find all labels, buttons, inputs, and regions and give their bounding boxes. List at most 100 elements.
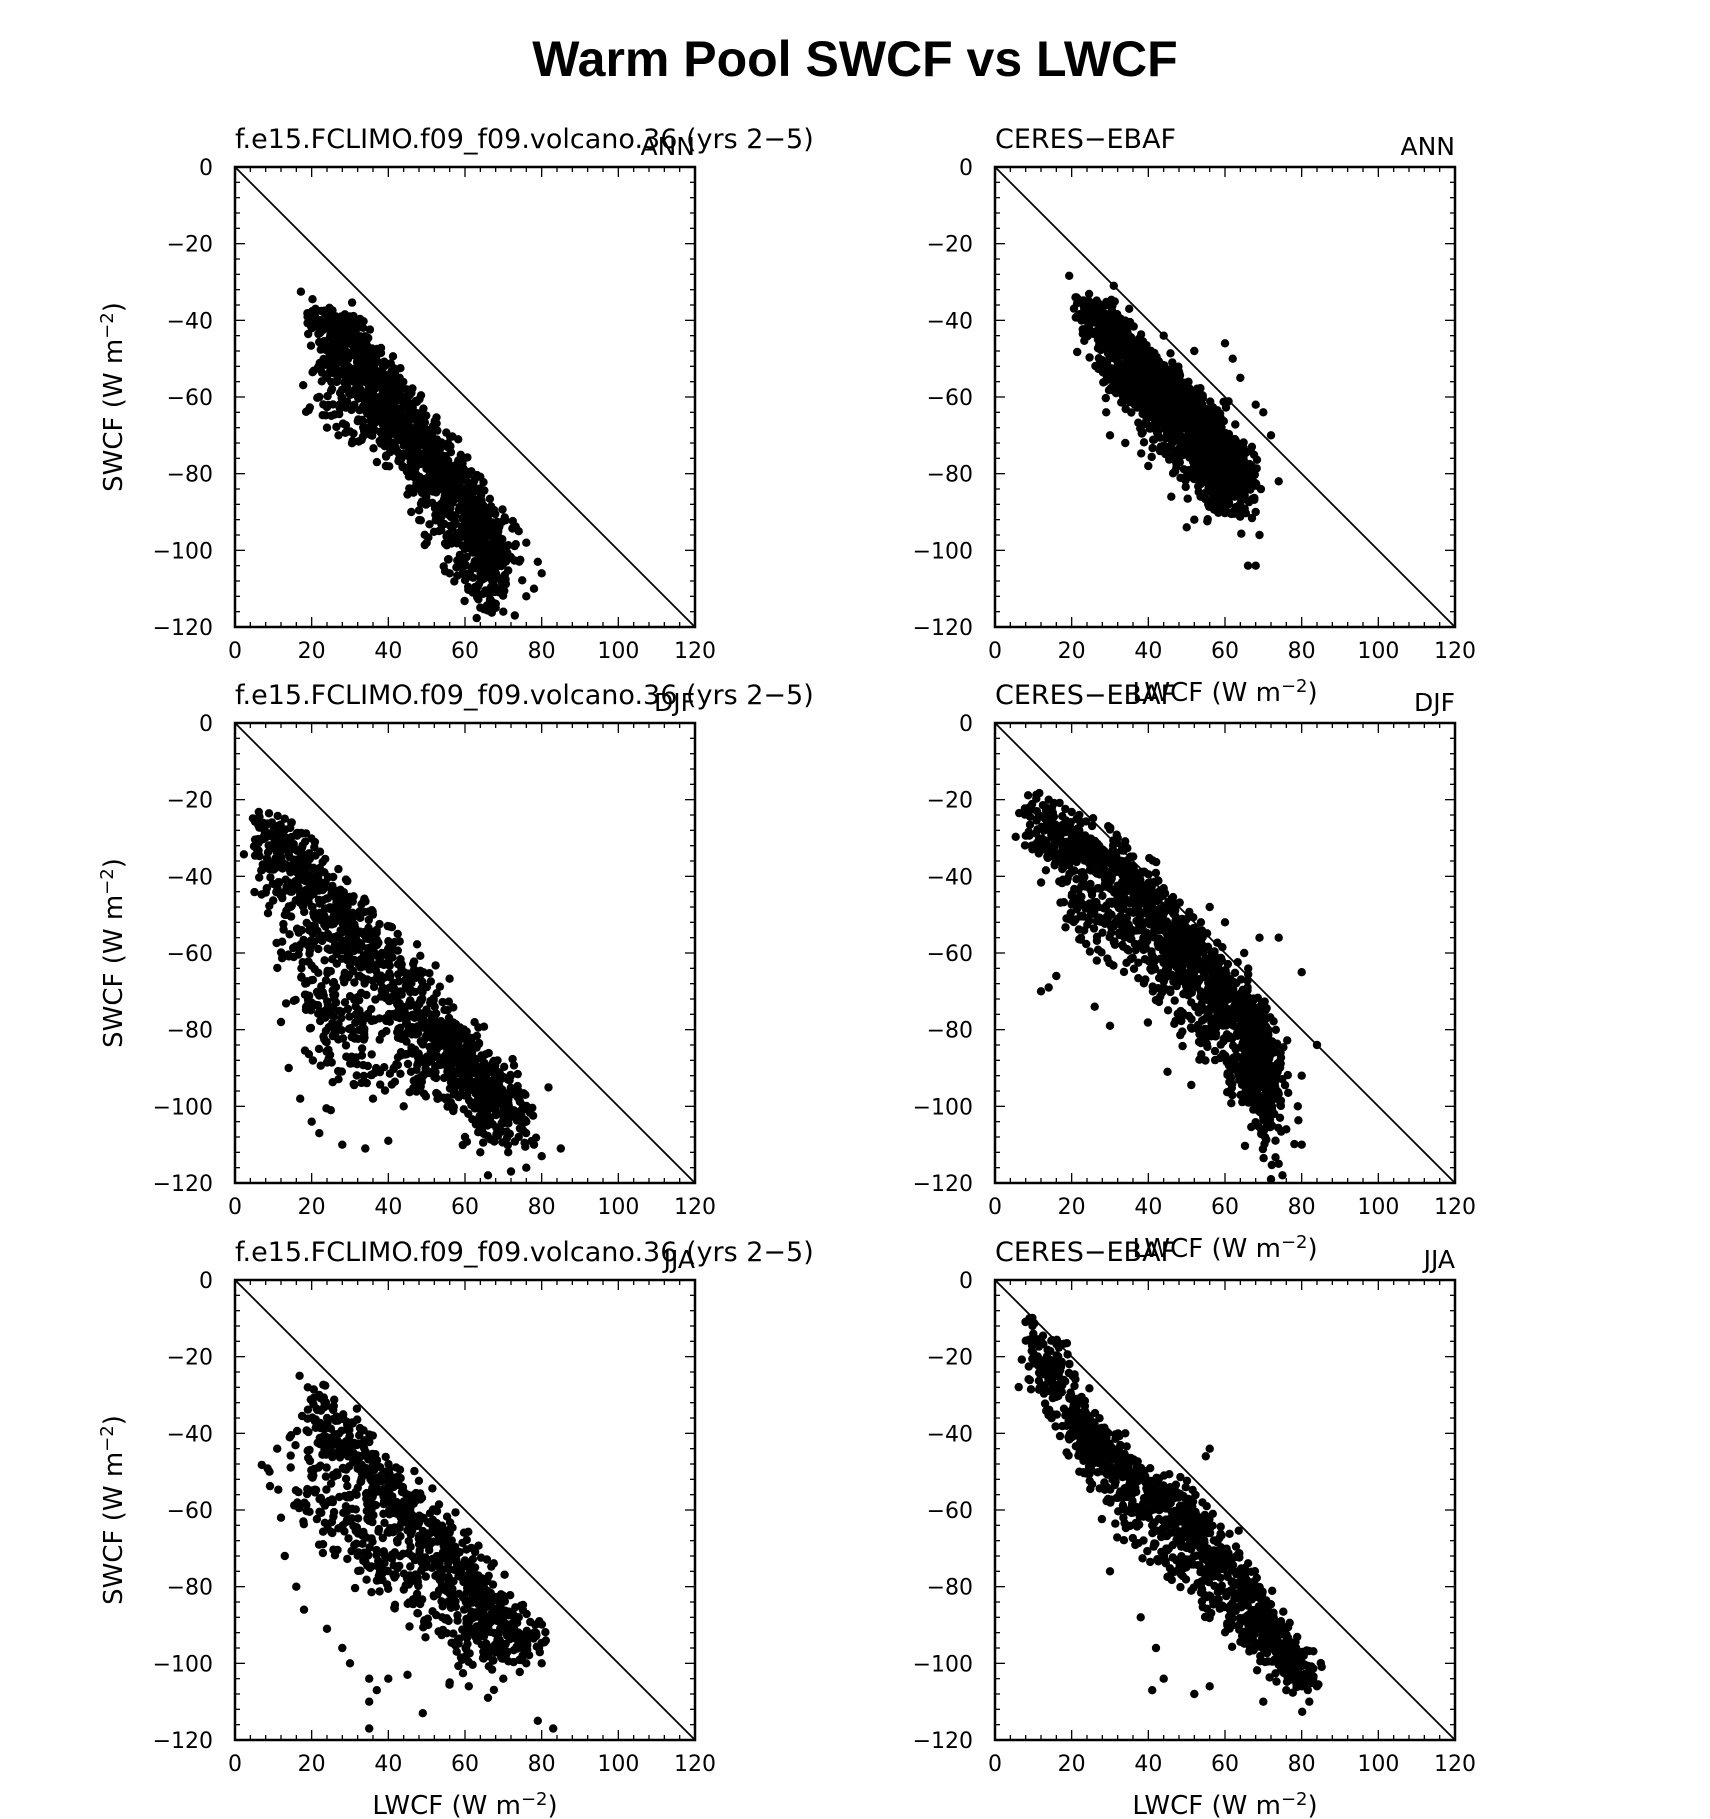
data-point [1243, 561, 1253, 570]
data-point [1240, 450, 1249, 459]
data-point [495, 1094, 504, 1103]
data-point [445, 974, 454, 983]
y-tick-label: −40 [167, 865, 213, 890]
panel-right-title: DJF [1414, 688, 1455, 717]
panel-left-title: CERES−EBAF [995, 124, 1176, 155]
data-point [351, 1018, 360, 1027]
data-point [332, 959, 341, 968]
data-point [1147, 452, 1156, 462]
data-point [266, 873, 275, 882]
data-point [429, 437, 439, 447]
data-point [343, 956, 352, 965]
data-point [390, 1077, 400, 1086]
data-point [429, 467, 438, 476]
data-point [332, 377, 341, 387]
data-point [323, 966, 332, 976]
data-point [472, 1088, 481, 1097]
data-point [1092, 296, 1101, 305]
data-point [409, 1083, 418, 1093]
data-point [344, 1024, 354, 1034]
data-point [1139, 438, 1149, 447]
data-point [338, 339, 347, 348]
data-point [1251, 507, 1260, 517]
data-point [291, 896, 300, 905]
data-point [1175, 458, 1185, 467]
y-tick-label: 0 [959, 156, 973, 181]
data-point [483, 604, 492, 613]
data-point [421, 487, 430, 497]
data-point [337, 385, 347, 395]
data-point [349, 892, 358, 901]
data-point [1096, 357, 1106, 366]
data-point [374, 345, 383, 355]
data-point [388, 944, 397, 953]
data-point [269, 841, 279, 850]
data-point [360, 1033, 369, 1042]
data-point [1251, 400, 1260, 409]
data-point [420, 530, 429, 539]
data-point [376, 992, 386, 1001]
data-point [479, 1138, 488, 1147]
data-point [1125, 317, 1135, 327]
data-point [1160, 424, 1169, 433]
data-point [407, 484, 416, 494]
data-point [386, 359, 395, 368]
data-point [316, 1061, 325, 1070]
data-point [1123, 342, 1133, 352]
data-point [380, 384, 390, 393]
data-point [367, 1050, 376, 1059]
data-point [1140, 407, 1149, 416]
data-point [328, 1078, 337, 1087]
data-point [415, 472, 424, 482]
data-point [330, 917, 340, 926]
data-point [413, 420, 422, 429]
x-tick-label: 80 [528, 1195, 556, 1220]
data-point [451, 1077, 460, 1087]
data-point [490, 1137, 499, 1146]
data-point [407, 507, 416, 517]
data-point [528, 1111, 538, 1120]
data-point [320, 956, 329, 965]
x-tick-label: 20 [298, 639, 326, 664]
data-point [435, 982, 445, 991]
data-point [395, 937, 404, 946]
data-point [443, 1006, 452, 1015]
data-point [505, 1129, 514, 1139]
panel-right-title: ANN [640, 132, 695, 161]
data-point [1082, 297, 1092, 306]
data-point [1131, 367, 1140, 376]
data-point [474, 1039, 484, 1049]
y-tick-label: −120 [153, 616, 213, 641]
data-point [430, 446, 439, 455]
data-point [1203, 515, 1212, 524]
data-point [1092, 303, 1101, 313]
data-point [302, 978, 311, 988]
data-point [393, 1053, 403, 1062]
data-point [408, 403, 417, 412]
data-point [456, 450, 465, 459]
data-point [1172, 380, 1182, 390]
data-point [292, 830, 301, 839]
data-point [341, 421, 351, 430]
data-point [459, 1105, 468, 1114]
y-tick-label: −40 [927, 865, 973, 890]
page-title: Warm Pool SWCF vs LWCF [532, 31, 1178, 87]
data-point [1124, 331, 1133, 340]
data-point [341, 354, 350, 363]
data-point [515, 1124, 525, 1133]
data-point [315, 1129, 324, 1138]
data-point [407, 986, 416, 995]
x-tick-label: 40 [1134, 639, 1162, 664]
data-point [413, 1029, 423, 1038]
data-point [479, 589, 488, 598]
data-point [514, 527, 523, 536]
data-point [460, 484, 470, 494]
data-point [294, 862, 303, 871]
data-point [402, 1049, 411, 1059]
data-point [1101, 301, 1111, 310]
data-point [441, 1020, 450, 1029]
data-point [332, 343, 341, 352]
data-point [1188, 451, 1197, 461]
data-point [522, 538, 531, 547]
data-point [326, 1106, 335, 1115]
